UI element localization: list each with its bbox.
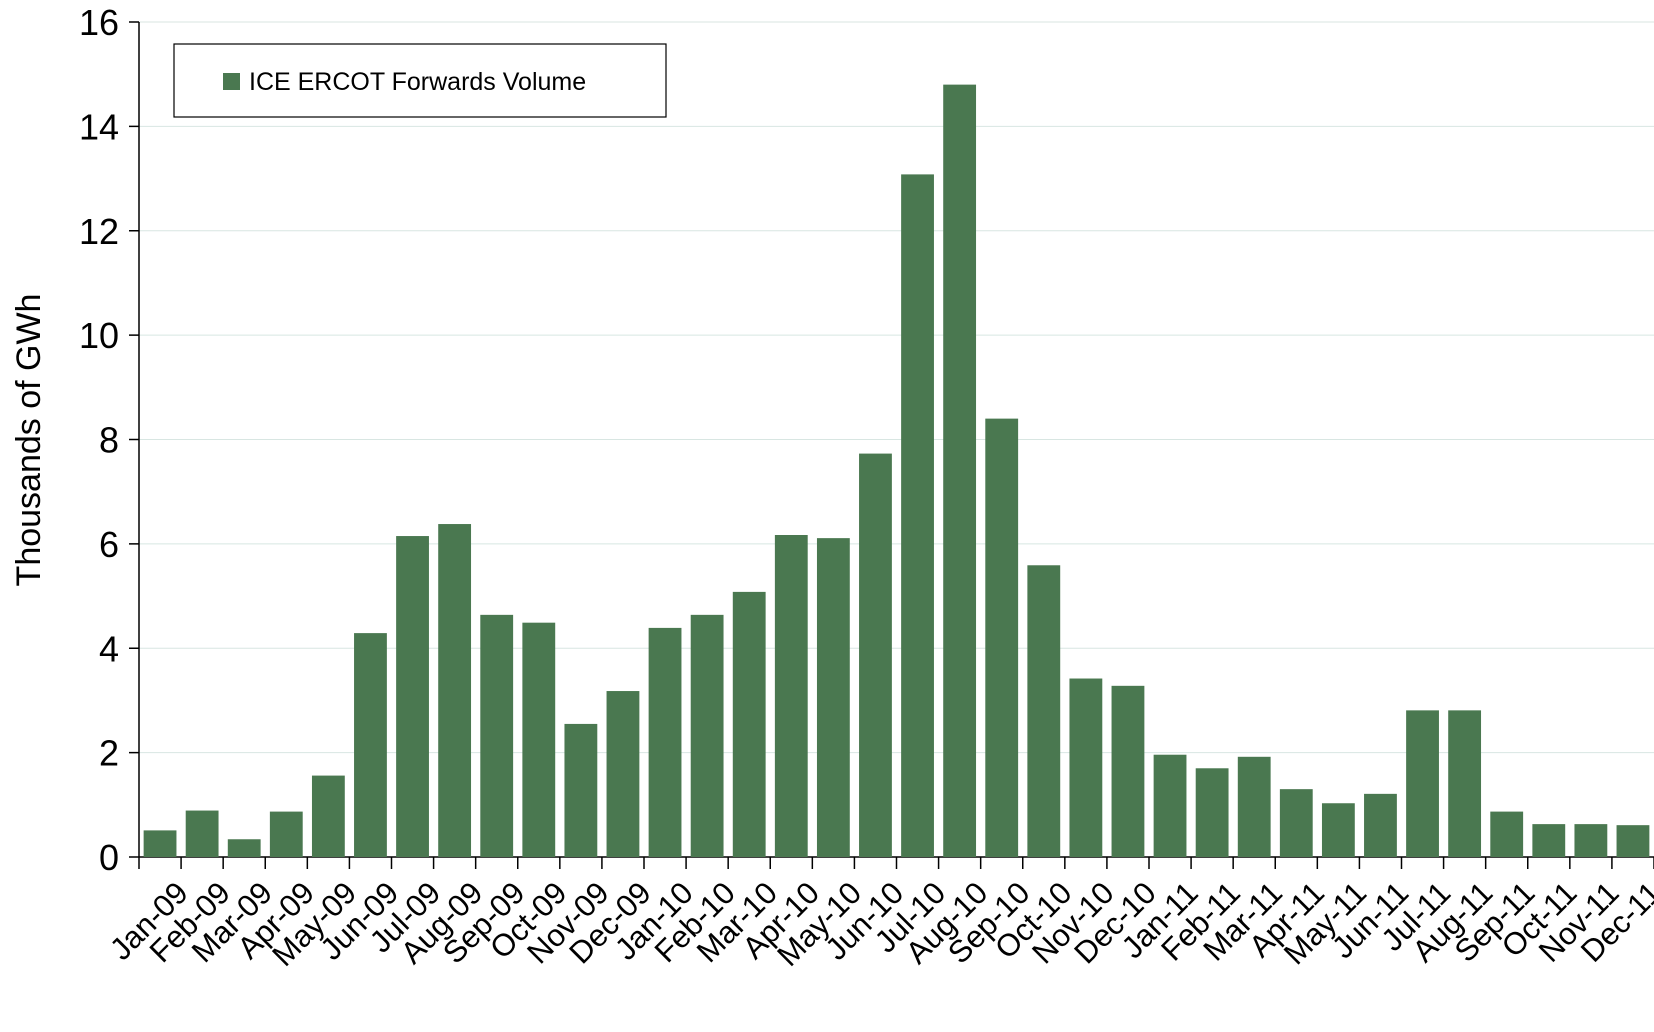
bar [1027,565,1061,857]
bar [985,418,1019,857]
bar [1321,803,1355,857]
bar [1153,754,1187,857]
y-tick-label: 16 [79,2,119,43]
bar [438,524,472,857]
bar [859,453,892,857]
bar [522,622,556,857]
bar [269,811,303,857]
bar [690,614,724,857]
bar [1364,793,1397,857]
bar [1616,825,1650,857]
y-tick-label: 8 [99,420,119,461]
legend-swatch [223,73,240,90]
bar [396,536,429,857]
bar [1406,710,1439,857]
bar [606,691,640,857]
bar [1237,756,1271,857]
y-axis-label: Thousands of GWh [10,294,48,587]
y-tick-label: 10 [79,315,119,356]
bar [732,591,766,857]
y-tick-label: 2 [99,733,119,774]
bar [1448,710,1482,857]
bar [564,723,598,857]
bar [311,775,345,857]
legend-label: ICE ERCOT Forwards Volume [249,68,586,96]
bar [1195,768,1229,857]
y-tick-label: 12 [79,211,119,252]
bar [227,839,261,857]
bar [480,614,514,857]
bar [648,627,682,857]
y-tick-label: 14 [79,106,119,147]
bar [901,174,934,857]
bar [1490,811,1524,857]
bar [185,810,219,857]
y-tick-label: 6 [99,524,119,565]
bar [143,830,177,857]
y-tick-label: 0 [99,837,119,878]
bar [1069,678,1103,857]
bar [816,538,850,857]
bar [1574,824,1608,857]
bar [1532,824,1566,857]
bar [1279,789,1313,857]
legend-box [173,43,667,118]
bar [354,633,387,857]
y-tick-label: 4 [99,628,119,669]
bar [774,535,808,857]
bar [943,84,977,857]
bar [1111,685,1145,857]
